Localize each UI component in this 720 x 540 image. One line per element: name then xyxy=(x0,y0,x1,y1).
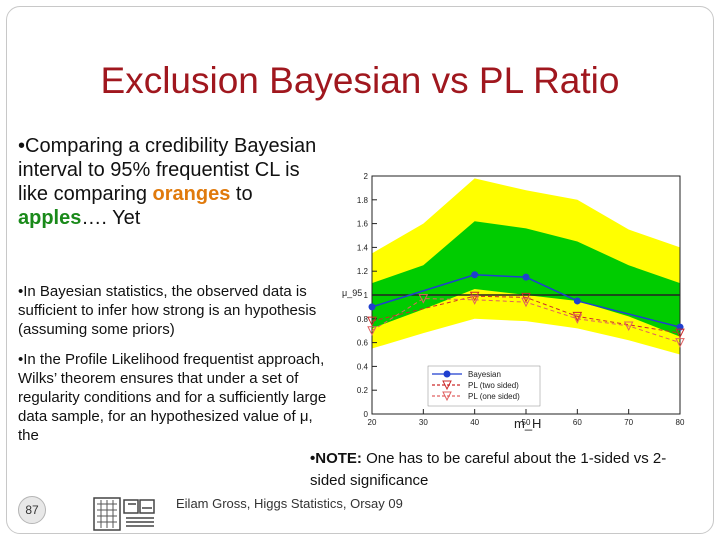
legend-label: PL (two sided) xyxy=(468,381,519,390)
point-marker xyxy=(471,271,479,279)
x-axis-label: m_H xyxy=(514,416,541,431)
bullet-comparing-text: •Comparing a credibility Bayesian interv… xyxy=(18,135,317,205)
x-tick-label: 50 xyxy=(522,418,531,427)
y-tick-label: 1.4 xyxy=(357,243,369,252)
x-tick-label: 30 xyxy=(419,418,428,427)
bullet-comparing: •Comparing a credibility Bayesian interv… xyxy=(18,134,318,230)
bullet-comparing-mid: to xyxy=(230,183,253,205)
legend-layer: Bayesian PL (two sided) PL (one sided) xyxy=(427,365,541,407)
note-label: •NOTE: xyxy=(310,450,362,467)
point-marker xyxy=(442,380,452,391)
point-marker xyxy=(572,314,583,324)
point-marker xyxy=(675,338,685,348)
point-marker xyxy=(521,297,531,308)
bullet-profile-likelihood: •In the Profile Likelihood frequentist a… xyxy=(18,351,327,444)
x-tick-label: 60 xyxy=(573,418,582,427)
y-tick-label: 0.8 xyxy=(357,315,369,324)
bullet-comparing-suffix: …. Yet xyxy=(81,207,141,229)
point-marker xyxy=(367,326,377,336)
y-tick-label: 1.8 xyxy=(357,196,369,205)
page-number: 87 xyxy=(18,496,46,524)
y-tick-label: 0.4 xyxy=(357,362,369,371)
series-line xyxy=(371,295,681,334)
exclusion-chart: 0 0.2 0.4 0.6 0.8 1 1.2 1.4 1.6 1.8 2 20 30 40 50 60 70 8… xyxy=(342,172,685,431)
point-marker xyxy=(368,303,376,311)
y-tick-label: 1.6 xyxy=(357,220,369,229)
note-text: •NOTE: One has to be careful about the 1… xyxy=(310,448,670,492)
point-marker xyxy=(675,328,685,339)
y-tick-label: 0.6 xyxy=(357,339,369,348)
point-marker xyxy=(367,316,377,327)
point-marker xyxy=(442,391,452,402)
bullet-bayesian: •In Bayesian statistics, the observed da… xyxy=(18,283,317,338)
legend-label: Bayesian xyxy=(468,370,501,379)
point-marker xyxy=(469,295,480,305)
x-tick-label: 70 xyxy=(624,418,633,427)
slide-title: Exclusion Bayesian vs PL Ratio xyxy=(100,60,620,101)
point-marker xyxy=(443,370,451,378)
point-marker xyxy=(623,321,634,332)
point-marker xyxy=(676,323,684,331)
point-marker xyxy=(418,294,429,304)
axes-layer: 0 0.2 0.4 0.6 0.8 1 1.2 1.4 1.6 1.8 2 20 30 40 50 60 70 8… xyxy=(357,172,685,427)
series-line xyxy=(371,298,681,344)
point-marker xyxy=(522,273,530,281)
footer-text: Eilam Gross, Higgs Statistics, Orsay 09 xyxy=(176,496,403,511)
slide-frame xyxy=(6,6,714,534)
y-tick-label: 0 xyxy=(364,410,369,419)
note-body: One has to be careful about the 1-sided … xyxy=(310,450,667,489)
x-tick-label: 80 xyxy=(676,418,685,427)
y-tick-label: 1.2 xyxy=(357,267,369,276)
series-layer xyxy=(367,271,685,348)
institute-logo-icon xyxy=(93,497,155,531)
y-axis-label: μ_95 xyxy=(342,288,362,298)
point-marker xyxy=(521,292,531,303)
oranges-word: oranges xyxy=(152,183,231,205)
y-tick-label: 1 xyxy=(364,291,369,300)
x-tick-label: 40 xyxy=(470,418,479,427)
point-marker xyxy=(573,297,581,305)
y-tick-label: 0.2 xyxy=(357,386,369,395)
apples-word: apples xyxy=(18,207,82,229)
legend-label: PL (one sided) xyxy=(468,392,520,401)
x-tick-label: 20 xyxy=(368,418,377,427)
y-tick-label: 2 xyxy=(364,172,369,181)
point-marker xyxy=(572,311,583,322)
